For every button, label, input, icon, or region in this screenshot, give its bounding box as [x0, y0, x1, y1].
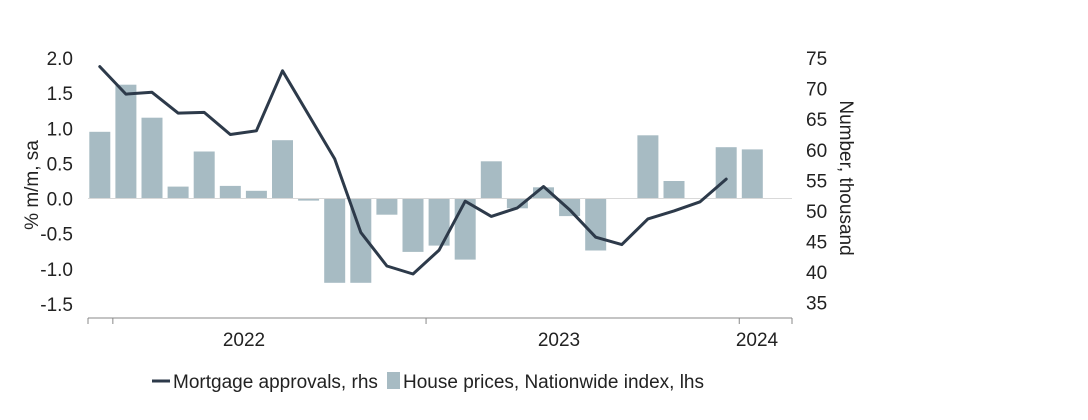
right-tick-label: 40: [806, 263, 827, 284]
legend-swatch-house-prices: [387, 372, 400, 389]
bars-group: [89, 84, 763, 283]
right-tick-label: 45: [806, 233, 827, 254]
bar-2023-06: [559, 198, 581, 217]
bar-2023-05: [533, 187, 554, 199]
right-tick-label: 55: [806, 171, 827, 192]
bar-2024-01: [741, 149, 763, 199]
left-tick-label: 0.5: [47, 154, 73, 175]
bar-2023-01: [428, 198, 450, 246]
line-mortgage-approvals: [98, 65, 728, 276]
bar-2022-04: [193, 151, 215, 199]
left-tick-label: 0.0: [47, 190, 73, 211]
bar-2023-03: [480, 161, 502, 199]
year-label-2024: 2024: [736, 330, 779, 351]
bar-2023-07: [585, 198, 607, 251]
bar-2022-12: [402, 198, 424, 252]
left-tick-label: 2.0: [47, 49, 73, 70]
bar-2022-07: [272, 140, 293, 199]
bar-2023-10: [663, 181, 685, 199]
bar-2023-12: [715, 147, 737, 199]
right-tick-label: 60: [806, 141, 827, 162]
right-tick-label: 70: [806, 80, 827, 101]
left-axis-ticks: 2.0 1.5 1.0 0.5 0.0 -0.5 -1.0 -1.5: [40, 49, 73, 316]
bar-2022-03: [167, 186, 189, 199]
right-tick-label: 50: [806, 202, 827, 223]
bar-2023-04: [506, 198, 528, 209]
left-tick-label: -0.5: [40, 225, 73, 246]
bar-2022-06: [245, 190, 267, 199]
left-axis-title: % m/m, sa: [22, 140, 43, 230]
bar-2022-08: [298, 198, 320, 201]
right-axis-title: Number, thousand: [835, 100, 856, 255]
year-labels-group: 2022 2023 2024: [223, 330, 779, 351]
right-tick-label: 75: [806, 49, 827, 70]
bar-2021-12: [89, 131, 111, 199]
right-axis-ticks: 75 70 65 60 55 50 45 40 35: [806, 49, 827, 315]
x-ticks-group: [87, 318, 793, 324]
bar-2022-09: [324, 198, 346, 283]
right-tick-label: 65: [806, 110, 827, 131]
bar-2022-02: [141, 117, 163, 199]
bar-2022-01: [115, 84, 137, 199]
left-tick-label: -1.5: [40, 295, 73, 316]
year-label-2022: 2022: [223, 330, 265, 351]
bar-2023-02: [454, 198, 476, 260]
year-label-2023: 2023: [538, 330, 580, 351]
legend: Mortgage approvals, rhs House prices, Na…: [152, 372, 704, 393]
bar-2022-11: [376, 198, 398, 215]
left-tick-label: -1.0: [40, 260, 73, 281]
left-tick-label: 1.0: [47, 119, 73, 140]
legend-label-house-prices: House prices, Nationwide index, lhs: [403, 372, 704, 393]
right-tick-label: 35: [806, 294, 827, 315]
bar-2022-05: [219, 185, 241, 199]
bar-2023-09: [637, 135, 659, 199]
left-tick-label: 1.5: [47, 84, 73, 105]
legend-label-mortgage-approvals: Mortgage approvals, rhs: [173, 372, 378, 393]
